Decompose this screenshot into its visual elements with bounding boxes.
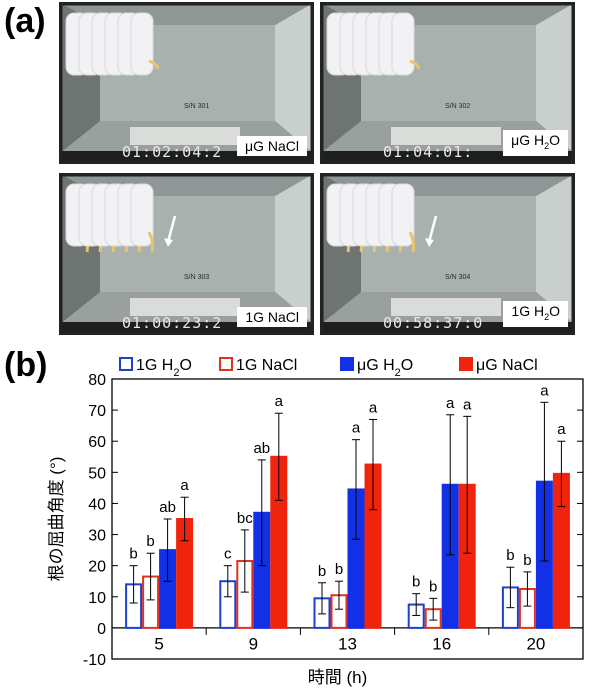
x-tick-label: 20 bbox=[526, 634, 545, 653]
significance-label: ab bbox=[159, 499, 176, 516]
photo-condition-label: 1G NaCl bbox=[237, 307, 307, 327]
significance-label: a bbox=[275, 393, 284, 410]
significance-label: b bbox=[506, 547, 514, 564]
significance-label: bc bbox=[237, 510, 253, 527]
timecode: 00:58:37:0 bbox=[383, 314, 484, 332]
significance-label: a bbox=[446, 395, 455, 412]
root-cylinders bbox=[326, 183, 416, 253]
photo-ug-h2o: S/N 302 01:04:01: μG H2O bbox=[320, 2, 575, 164]
serial-number: S/N 303 bbox=[184, 274, 210, 281]
x-axis-title: 時間 (h) bbox=[308, 668, 368, 687]
y-tick-label: 0 bbox=[97, 621, 106, 638]
legend: 1G H2O 1G NaCl μG H2O μG NaCl bbox=[119, 357, 538, 379]
serial-number: S/N 304 bbox=[445, 274, 471, 281]
significance-label: b bbox=[429, 578, 437, 595]
significance-label: b bbox=[335, 561, 343, 578]
legend-swatch bbox=[219, 357, 233, 371]
root-cylinders bbox=[65, 12, 159, 76]
y-tick-label: -10 bbox=[83, 652, 106, 669]
photo-condition-label: μG H2O bbox=[503, 130, 568, 156]
timecode: 01:02:04:2 bbox=[122, 143, 223, 161]
plot-frame bbox=[111, 378, 584, 660]
photo-scene bbox=[321, 3, 574, 163]
significance-label: ab bbox=[253, 440, 270, 457]
y-tick-label: 20 bbox=[88, 559, 106, 576]
significance-label: a bbox=[180, 477, 189, 494]
photo-condition-label: 1G H2O bbox=[503, 301, 568, 327]
significance-label: b bbox=[318, 563, 326, 580]
significance-label: b bbox=[412, 574, 420, 591]
bar-chart: 1G H2O 1G NaCl μG H2O μG NaCl -10 0 10 20 30 40 50… bbox=[47, 357, 584, 687]
significance-label: a bbox=[463, 396, 472, 413]
timecode: 01:00:23:2 bbox=[122, 314, 223, 332]
y-axis-title: 根の屈曲角度 (°) bbox=[47, 457, 66, 582]
legend-label: 1G NaCl bbox=[236, 357, 297, 374]
significance-label: b bbox=[129, 546, 137, 563]
x-tick-label: 5 bbox=[154, 634, 163, 653]
significance-label: a bbox=[369, 399, 378, 416]
serial-number: S/N 301 bbox=[184, 103, 210, 110]
legend-swatch bbox=[119, 357, 133, 371]
y-tick-label: 50 bbox=[88, 465, 106, 482]
y-tick-label: 80 bbox=[88, 372, 106, 389]
photo-1g-h2o: S/N 304 00:58:37:0 1G H2O bbox=[320, 173, 575, 335]
y-tick-label: 60 bbox=[88, 434, 106, 451]
significance-label: a bbox=[557, 421, 566, 438]
photo-condition-label: μG NaCl bbox=[237, 136, 307, 156]
legend-label: μG NaCl bbox=[476, 357, 538, 374]
x-tick-label: 9 bbox=[249, 634, 258, 653]
y-tick-label: 10 bbox=[88, 590, 106, 607]
significance-label: a bbox=[540, 382, 549, 399]
y-tick-label: 30 bbox=[88, 528, 106, 545]
legend-label: 1G H2O bbox=[136, 357, 192, 379]
x-tick-label: 13 bbox=[338, 634, 357, 653]
timecode: 01:04:01: bbox=[383, 143, 474, 161]
significance-label: b bbox=[146, 533, 154, 550]
arrow-icon bbox=[425, 215, 438, 247]
photo-ug-nacl: S/N 301 01:02:04:2 μG NaCl bbox=[59, 2, 314, 164]
arrow-icon bbox=[164, 215, 177, 247]
legend-label: μG H2O bbox=[357, 357, 413, 379]
significance-label: b bbox=[523, 552, 531, 569]
y-tick-label: 70 bbox=[88, 403, 106, 420]
serial-number: S/N 302 bbox=[445, 103, 471, 110]
y-tick-label: 40 bbox=[88, 496, 106, 513]
panel-a-label: (a) bbox=[4, 2, 46, 40]
legend-swatch bbox=[459, 357, 473, 371]
significance-label: c bbox=[224, 546, 232, 563]
x-tick-label: 16 bbox=[432, 634, 451, 653]
panel-b-label: (b) bbox=[4, 346, 48, 384]
root-cylinders bbox=[65, 183, 155, 253]
root-cylinders bbox=[326, 12, 420, 76]
photo-1g-nacl: S/N 303 01:00:23:2 1G NaCl bbox=[59, 173, 314, 335]
significance-label: a bbox=[352, 420, 361, 437]
legend-swatch bbox=[340, 357, 354, 371]
photo-scene bbox=[60, 174, 313, 334]
